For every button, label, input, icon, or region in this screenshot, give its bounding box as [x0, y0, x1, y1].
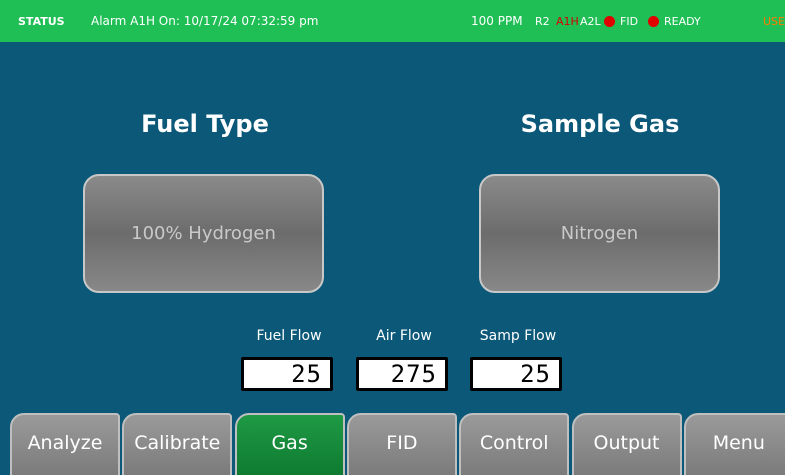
indicator: A1H	[556, 15, 579, 28]
status-label: STATUS	[18, 15, 65, 28]
fuel-title: Fuel Type	[141, 110, 269, 138]
ready: READY	[664, 15, 701, 28]
fid-dot	[604, 16, 615, 27]
user: USE	[763, 15, 785, 28]
flow-label: Fuel Flow	[256, 328, 322, 344]
tab[interactable]: Menu	[683, 413, 785, 475]
ready-dot	[648, 16, 659, 27]
tab[interactable]: Analyze	[10, 413, 120, 475]
flow-label: Air Flow	[376, 328, 432, 344]
tab[interactable]: Gas	[234, 413, 345, 475]
fuel-button[interactable]: 100% Hydrogen	[83, 174, 324, 293]
tab[interactable]: Output	[571, 413, 682, 475]
tab[interactable]: Calibrate	[122, 413, 233, 475]
flow-value[interactable]: 25	[241, 357, 333, 391]
sample-title: Sample Gas	[520, 110, 680, 138]
sample-button[interactable]: Nitrogen	[479, 174, 720, 293]
tab[interactable]: Control	[459, 413, 570, 475]
status-bar: STATUS Alarm A1H On: 10/17/24 07:32:59 p…	[0, 0, 785, 42]
indicator: R2	[535, 15, 550, 28]
tab[interactable]: FID	[346, 413, 457, 475]
status-message: Alarm A1H On: 10/17/24 07:32:59 pm	[91, 14, 319, 28]
reading: 100 PPM	[471, 14, 523, 28]
fid: FID	[620, 15, 639, 28]
flow-value[interactable]: 275	[356, 357, 448, 391]
flow-value[interactable]: 25	[470, 357, 562, 391]
flow-label: Samp Flow	[479, 328, 557, 344]
indicator: A2L	[580, 15, 601, 28]
